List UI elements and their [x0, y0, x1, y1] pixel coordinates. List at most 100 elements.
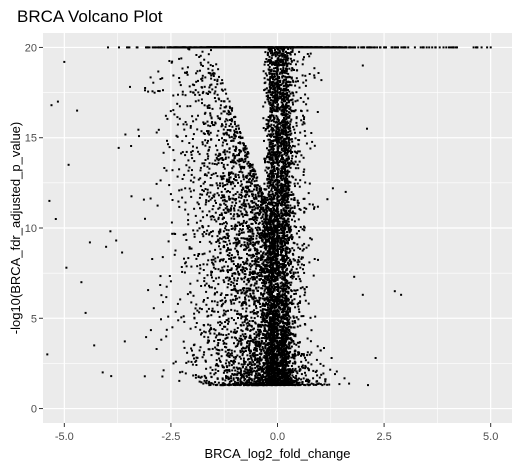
data-point: [285, 353, 288, 356]
data-point: [270, 70, 273, 72]
data-point: [260, 195, 263, 198]
data-point: [265, 91, 268, 94]
data-point: [275, 110, 277, 113]
data-point: [270, 196, 273, 198]
data-point: [189, 126, 192, 129]
data-point: [256, 345, 259, 347]
data-point: [197, 254, 200, 257]
data-point: [278, 128, 281, 131]
data-point: [227, 134, 230, 137]
data-point: [198, 196, 201, 199]
data-point: [266, 171, 268, 174]
data-point: [270, 135, 273, 138]
data-point: [253, 263, 256, 266]
data-point: [282, 313, 285, 316]
data-point: [194, 100, 197, 103]
data-point: [262, 279, 264, 282]
data-point: [242, 351, 245, 353]
data-point: [286, 120, 289, 123]
data-point: [280, 211, 283, 214]
data-point: [287, 311, 289, 314]
data-point: [272, 104, 275, 107]
data-point: [193, 176, 196, 179]
data-point: [263, 224, 265, 227]
data-point: [221, 79, 224, 82]
data-point: [277, 199, 280, 202]
data-point: [248, 299, 251, 302]
data-point: [249, 292, 252, 295]
data-point: [277, 310, 280, 313]
data-point: [282, 290, 285, 293]
data-point: [201, 253, 204, 256]
data-point: [234, 145, 237, 148]
data-point: [210, 49, 212, 52]
data-point: [268, 83, 271, 86]
data-point: [181, 93, 184, 96]
data-point: [265, 214, 268, 217]
data-point: [226, 294, 229, 296]
data-point: [267, 89, 270, 92]
data-point: [233, 228, 236, 231]
data-point: [254, 193, 257, 196]
data-point: [235, 283, 238, 285]
data-point: [213, 124, 216, 127]
data-point: [168, 146, 171, 149]
data-point: [261, 232, 263, 234]
data-point: [236, 345, 239, 347]
data-point: [230, 208, 233, 211]
data-point: [279, 325, 282, 328]
data-point: [284, 176, 287, 179]
data-point: [234, 241, 237, 244]
data-point: [205, 290, 208, 293]
data-point: [184, 187, 187, 190]
data-point: [236, 277, 239, 280]
data-point: [284, 365, 287, 368]
data-point: [216, 78, 219, 81]
data-point: [202, 216, 205, 219]
data-point: [262, 271, 264, 274]
data-point: [269, 368, 272, 371]
data-point: [280, 248, 282, 251]
data-point: [269, 351, 272, 354]
data-point: [282, 376, 285, 379]
data-point: [249, 181, 252, 184]
data-point: [109, 230, 112, 233]
data-point: [286, 197, 289, 200]
data-point: [270, 123, 273, 126]
data-point: [203, 162, 206, 165]
data-point: [272, 248, 275, 251]
data-point: [269, 62, 271, 65]
data-point: [215, 63, 218, 66]
data-point: [251, 359, 254, 362]
data-point: [274, 101, 277, 104]
data-point: [200, 285, 203, 287]
data-point: [262, 324, 265, 327]
data-point: [212, 205, 215, 207]
data-point: [158, 90, 161, 93]
data-point: [285, 102, 288, 104]
data-point: [282, 278, 285, 281]
data-point: [274, 309, 277, 312]
data-point: [198, 311, 201, 314]
data-point: [282, 300, 285, 303]
data-point: [283, 151, 286, 154]
data-point: [265, 233, 268, 235]
data-point: [267, 302, 270, 305]
data-point: [227, 355, 230, 358]
data-point: [269, 180, 272, 182]
data-point: [255, 186, 258, 189]
data-point: [278, 55, 281, 57]
data-point: [267, 298, 269, 301]
data-point: [270, 99, 272, 102]
data-point: [283, 310, 286, 313]
data-point: [236, 279, 239, 282]
data-point: [263, 241, 266, 244]
data-point: [273, 117, 276, 119]
data-point: [235, 148, 237, 151]
data-point: [280, 128, 283, 131]
data-point: [272, 274, 275, 276]
data-point: [281, 293, 284, 296]
data-point: [251, 296, 254, 299]
data-point: [290, 146, 293, 149]
data-point: [219, 320, 222, 323]
